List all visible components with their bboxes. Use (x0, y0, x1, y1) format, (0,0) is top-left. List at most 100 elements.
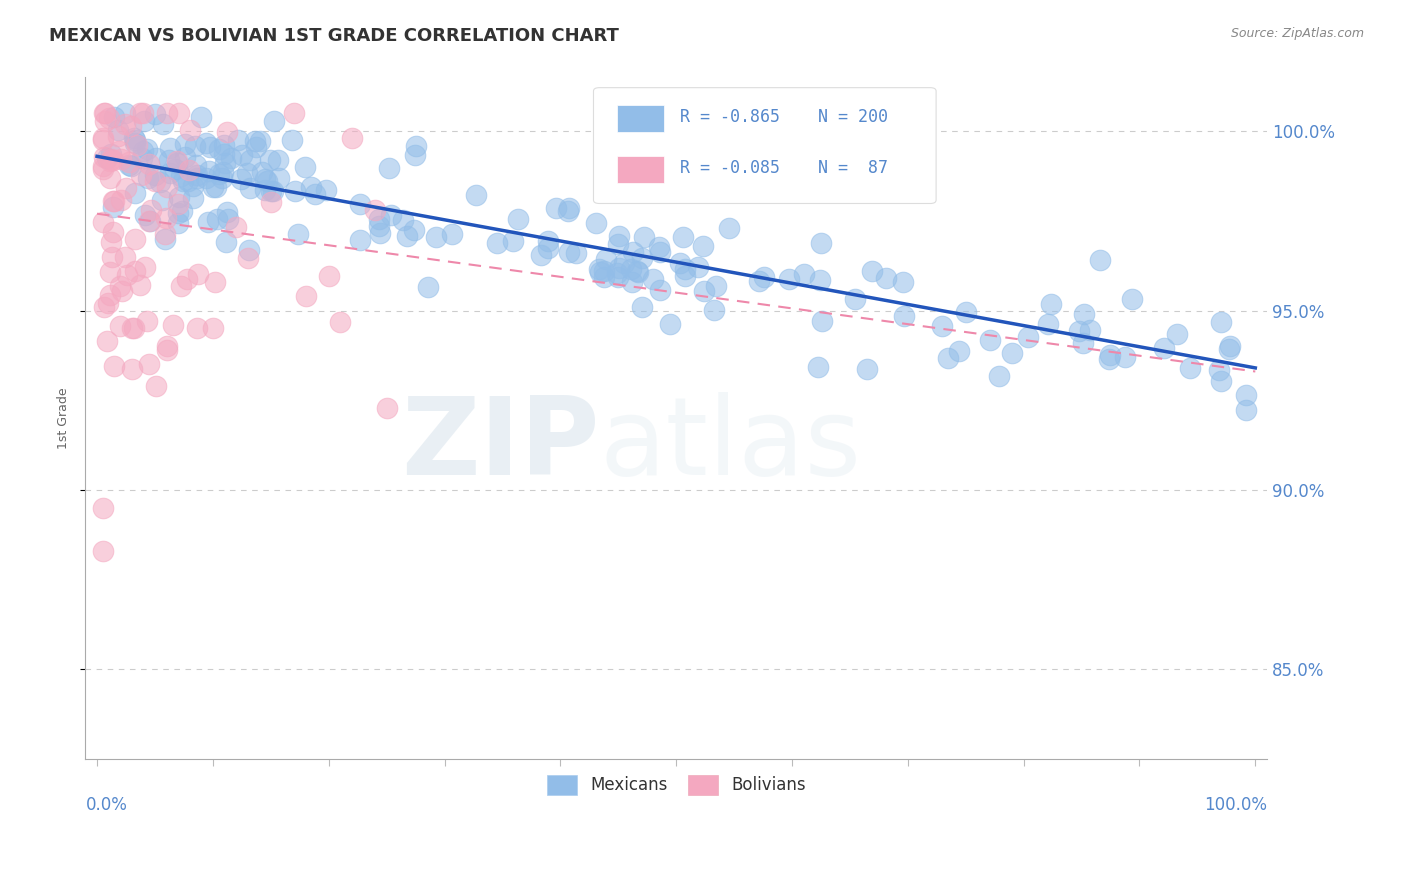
Text: N = 200: N = 200 (818, 108, 889, 126)
Point (672, 230, 695, 244)
Point (93, 150, 115, 164)
Point (211, 171, 233, 186)
Point (1017, 329, 1039, 343)
Point (537, 234, 560, 248)
Point (1218, 342, 1240, 356)
Point (1098, 352, 1121, 367)
Point (131, 151, 153, 165)
Point (225, 220, 247, 235)
Point (96, 334, 118, 348)
Point (111, 284, 134, 298)
Point (134, 208, 156, 222)
Point (98, 154, 121, 169)
Point (704, 279, 727, 293)
Point (1036, 317, 1059, 331)
Point (100, 152, 122, 166)
Point (391, 213, 413, 227)
Point (630, 252, 652, 266)
Point (198, 140, 221, 154)
Point (184, 139, 207, 153)
Point (613, 256, 636, 270)
Point (626, 264, 648, 278)
Point (299, 179, 322, 194)
Point (91, 543, 114, 558)
Point (810, 236, 832, 251)
Point (122, 321, 145, 335)
Point (778, 272, 800, 286)
Point (304, 187, 326, 202)
Point (101, 250, 124, 264)
Point (1000, 346, 1022, 360)
Point (349, 196, 371, 211)
Point (979, 333, 1001, 347)
Point (150, 193, 173, 207)
Bar (617, 156, 665, 183)
Point (558, 201, 581, 215)
Point (179, 123, 201, 137)
Point (607, 260, 630, 275)
Point (1234, 388, 1257, 402)
Point (217, 212, 239, 227)
Point (948, 344, 970, 359)
Point (231, 172, 253, 186)
Point (135, 142, 157, 156)
Point (1219, 339, 1241, 353)
Point (201, 180, 224, 194)
Point (631, 300, 654, 314)
Point (129, 106, 152, 120)
Point (114, 117, 136, 131)
Point (659, 317, 682, 331)
Point (395, 229, 418, 244)
Point (108, 319, 131, 334)
Point (183, 191, 205, 205)
Point (256, 174, 278, 188)
Point (198, 164, 221, 178)
Text: ZIP: ZIP (401, 392, 599, 499)
Point (416, 280, 439, 294)
Point (380, 208, 402, 222)
Point (167, 196, 190, 211)
Point (93, 301, 115, 315)
Point (110, 278, 132, 293)
Point (91, 161, 114, 176)
Point (98, 171, 121, 186)
Point (167, 216, 190, 230)
Point (208, 167, 231, 181)
Point (565, 245, 588, 260)
Point (620, 276, 643, 290)
Point (465, 188, 488, 202)
Point (93, 114, 115, 128)
Point (167, 206, 190, 220)
Point (155, 179, 177, 194)
Point (793, 268, 815, 282)
Point (267, 153, 290, 167)
Point (172, 174, 194, 188)
Point (159, 166, 181, 180)
Point (138, 157, 160, 171)
Text: R = -0.865: R = -0.865 (679, 108, 780, 126)
Point (643, 272, 665, 286)
Point (125, 138, 148, 153)
Text: MEXICAN VS BOLIVIAN 1ST GRADE CORRELATION CHART: MEXICAN VS BOLIVIAN 1ST GRADE CORRELATIO… (49, 27, 619, 45)
Point (262, 184, 284, 198)
Point (134, 260, 156, 274)
Point (530, 248, 553, 262)
Point (236, 251, 259, 265)
Point (537, 241, 560, 255)
Point (633, 230, 655, 244)
Point (349, 233, 371, 247)
Point (91, 131, 114, 145)
Text: atlas: atlas (599, 392, 862, 499)
Point (595, 252, 617, 267)
Point (368, 212, 391, 227)
Point (329, 315, 352, 329)
Bar (617, 104, 665, 132)
Point (1071, 336, 1094, 351)
Point (214, 156, 236, 170)
Point (249, 134, 271, 148)
Point (166, 156, 188, 170)
Point (91, 500, 114, 515)
Point (631, 179, 654, 194)
Legend: Mexicans, Bolivians: Mexicans, Bolivians (540, 768, 813, 802)
Point (98, 288, 121, 302)
